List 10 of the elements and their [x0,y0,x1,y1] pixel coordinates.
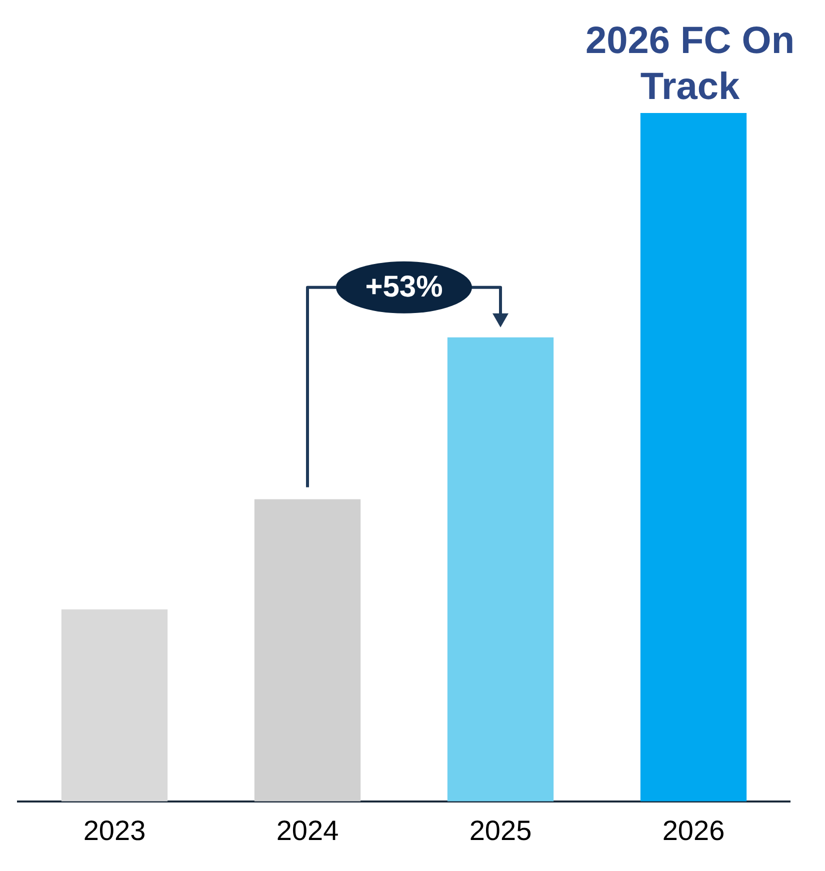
bar [254,499,361,802]
bar [61,609,168,802]
bar [640,113,747,802]
x-tick-label: 2025 [469,814,532,846]
x-tick-label: 2023 [83,814,146,846]
annotation: 2026 FC On Track [585,20,795,108]
bar [447,337,554,802]
annotation: +53% [365,270,443,304]
x-tick-label: 2024 [276,814,339,846]
x-tick-label: 2026 [662,814,725,846]
